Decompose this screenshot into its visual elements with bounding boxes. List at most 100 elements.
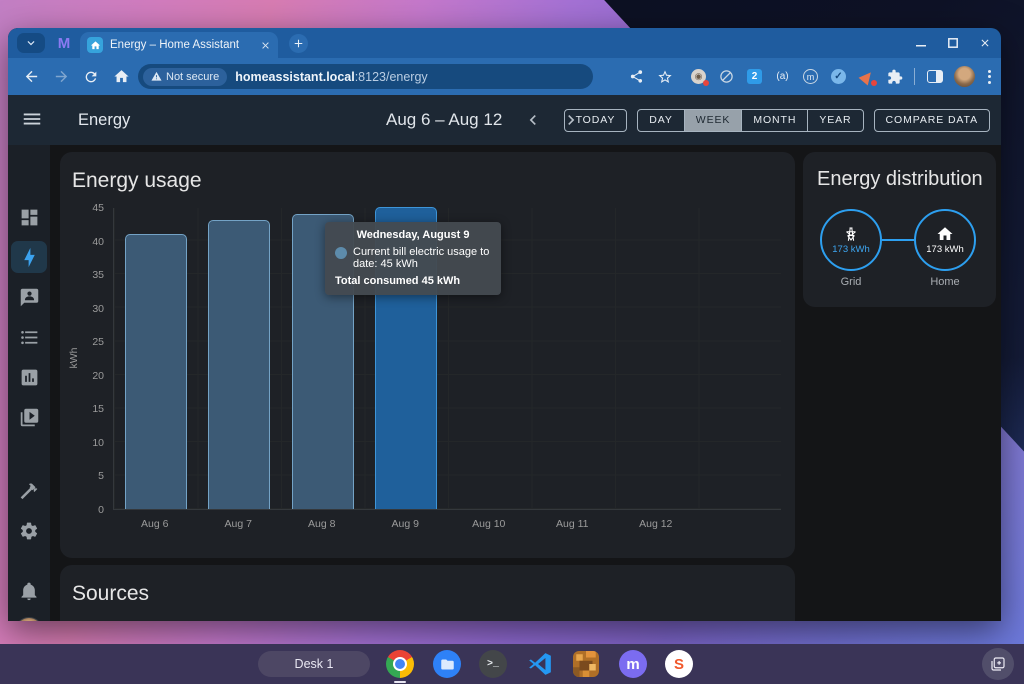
browser-window: M Energy – Home Assistant bbox=[8, 28, 1001, 621]
sidebar-menu-icon[interactable] bbox=[21, 108, 45, 132]
browser-profile-avatar[interactable] bbox=[954, 66, 975, 87]
bar-aug-7[interactable] bbox=[208, 220, 270, 509]
plus-icon bbox=[292, 37, 305, 50]
home-value: 173 kWh bbox=[926, 244, 964, 255]
ha-main: Energy usage kWh 051015202530354045 Aug … bbox=[50, 145, 1001, 621]
address-bar[interactable]: Not secure homeassistant.local:8123/ener… bbox=[138, 64, 593, 89]
x-tick: Aug 12 bbox=[614, 518, 698, 530]
today-button[interactable]: TODAY bbox=[564, 109, 628, 132]
person-chat-icon bbox=[19, 287, 40, 308]
grid-node[interactable]: 173 kWh bbox=[820, 209, 882, 271]
x-tick: Aug 10 bbox=[447, 518, 531, 530]
home-node[interactable]: 173 kWh bbox=[914, 209, 976, 271]
vscode-icon bbox=[527, 651, 553, 677]
back-button[interactable] bbox=[16, 62, 46, 92]
tab-search-button[interactable] bbox=[17, 33, 45, 53]
folder-icon bbox=[433, 650, 461, 678]
ha-header: Energy Aug 6 – Aug 12 TODAY DAY WEEK bbox=[8, 95, 1001, 145]
extension-icon-2[interactable] bbox=[718, 68, 735, 85]
app-mastodon[interactable]: m bbox=[618, 649, 648, 679]
sidebar-item-energy[interactable] bbox=[11, 241, 47, 273]
home-button[interactable] bbox=[106, 62, 136, 92]
previous-period-button[interactable] bbox=[516, 103, 550, 137]
sidebar-item-developer-tools[interactable] bbox=[11, 475, 47, 507]
sidebar-item-settings[interactable] bbox=[11, 515, 47, 547]
extension-icon-4[interactable]: (a) bbox=[774, 68, 791, 85]
reload-button[interactable] bbox=[76, 62, 106, 92]
app-files[interactable] bbox=[432, 649, 462, 679]
maximize-button[interactable] bbox=[947, 37, 959, 49]
x-tick: Aug 9 bbox=[364, 518, 448, 530]
extension-icon-3[interactable]: 2 bbox=[746, 68, 763, 85]
bar-aug-6[interactable] bbox=[125, 234, 187, 509]
chevron-down-icon bbox=[24, 36, 38, 50]
extensions-puzzle-icon[interactable] bbox=[886, 68, 903, 85]
extension-icon-1[interactable]: ◉ bbox=[690, 68, 707, 85]
extension-icon-6[interactable]: ✓ bbox=[830, 68, 847, 85]
tooltip-total: Total consumed 45 kWh bbox=[335, 275, 491, 287]
period-year-button[interactable]: YEAR bbox=[808, 110, 862, 131]
sidebar-item-logbook[interactable] bbox=[11, 321, 47, 353]
app-retro-game[interactable] bbox=[571, 649, 601, 679]
toolbar-right-icons: ◉ 2 (a) m ✓ bbox=[628, 58, 993, 95]
y-tick: 0 bbox=[98, 504, 104, 516]
share-icon[interactable] bbox=[628, 68, 645, 85]
extension-icon-7[interactable] bbox=[858, 68, 875, 85]
period-month-button[interactable]: MONTH bbox=[742, 110, 808, 131]
warning-icon bbox=[151, 71, 162, 82]
security-chip[interactable]: Not secure bbox=[143, 68, 227, 86]
y-tick: 35 bbox=[92, 269, 104, 281]
desk-button[interactable]: Desk 1 bbox=[258, 651, 370, 677]
period-week-button[interactable]: WEEK bbox=[685, 110, 743, 131]
pinned-tab-mail-icon[interactable]: M bbox=[55, 34, 73, 52]
x-tick: Aug 11 bbox=[531, 518, 615, 530]
y-tick: 30 bbox=[92, 303, 104, 315]
tab-close-icon[interactable] bbox=[260, 40, 271, 51]
active-tab[interactable]: Energy – Home Assistant bbox=[80, 32, 278, 58]
energy-usage-card: Energy usage kWh 051015202530354045 Aug … bbox=[60, 152, 795, 558]
sidebar-item-media[interactable] bbox=[11, 401, 47, 433]
side-panel-icon[interactable] bbox=[926, 68, 943, 85]
bell-icon bbox=[19, 581, 39, 601]
y-tick: 10 bbox=[92, 437, 104, 449]
shelf: Desk 1 >_ m S bbox=[0, 644, 1024, 684]
y-tick: 20 bbox=[92, 370, 104, 382]
close-button[interactable] bbox=[979, 37, 991, 49]
bookmark-star-icon[interactable] bbox=[656, 68, 673, 85]
new-tab-button[interactable] bbox=[289, 34, 308, 53]
security-chip-label: Not secure bbox=[166, 71, 219, 83]
terminal-icon: >_ bbox=[479, 650, 507, 678]
sidebar-item-assist[interactable] bbox=[11, 281, 47, 313]
sidebar-item-dashboard[interactable] bbox=[11, 201, 47, 233]
x-tick: Aug 8 bbox=[280, 518, 364, 530]
url-path: :8123/energy bbox=[355, 70, 428, 84]
chart-box-icon bbox=[19, 367, 40, 388]
minimize-button[interactable] bbox=[915, 37, 927, 49]
sources-title: Sources bbox=[72, 582, 149, 606]
compare-data-button[interactable]: COMPARE DATA bbox=[874, 109, 990, 132]
active-app-indicator bbox=[394, 681, 406, 683]
app-vscode[interactable] bbox=[525, 649, 555, 679]
date-range-label: Aug 6 – Aug 12 bbox=[386, 110, 502, 130]
grid-value: 173 kWh bbox=[832, 244, 870, 255]
mastodon-icon: m bbox=[619, 650, 647, 678]
forward-button[interactable] bbox=[46, 62, 76, 92]
browser-menu-icon[interactable] bbox=[986, 70, 993, 84]
app-s[interactable]: S bbox=[664, 649, 694, 679]
tab-strip: M Energy – Home Assistant bbox=[8, 28, 1001, 58]
period-day-button[interactable]: DAY bbox=[638, 110, 685, 131]
sidebar-item-notifications[interactable] bbox=[11, 575, 47, 607]
user-avatar[interactable] bbox=[15, 617, 43, 621]
screen-stack-icon[interactable] bbox=[982, 648, 1014, 680]
y-tick: 25 bbox=[92, 336, 104, 348]
app-chrome[interactable] bbox=[385, 649, 415, 679]
x-axis-labels: Aug 6Aug 7Aug 8Aug 9Aug 10Aug 11Aug 12 bbox=[113, 518, 781, 532]
lightning-bolt-icon bbox=[19, 247, 40, 268]
retro-game-icon bbox=[573, 651, 599, 677]
sidebar-item-history[interactable] bbox=[11, 361, 47, 393]
page-title: Energy bbox=[78, 111, 130, 130]
tab-title: Energy – Home Assistant bbox=[110, 39, 253, 51]
browser-toolbar: Not secure homeassistant.local:8123/ener… bbox=[8, 58, 1001, 95]
extension-icon-5[interactable]: m bbox=[802, 68, 819, 85]
app-terminal[interactable]: >_ bbox=[478, 649, 508, 679]
